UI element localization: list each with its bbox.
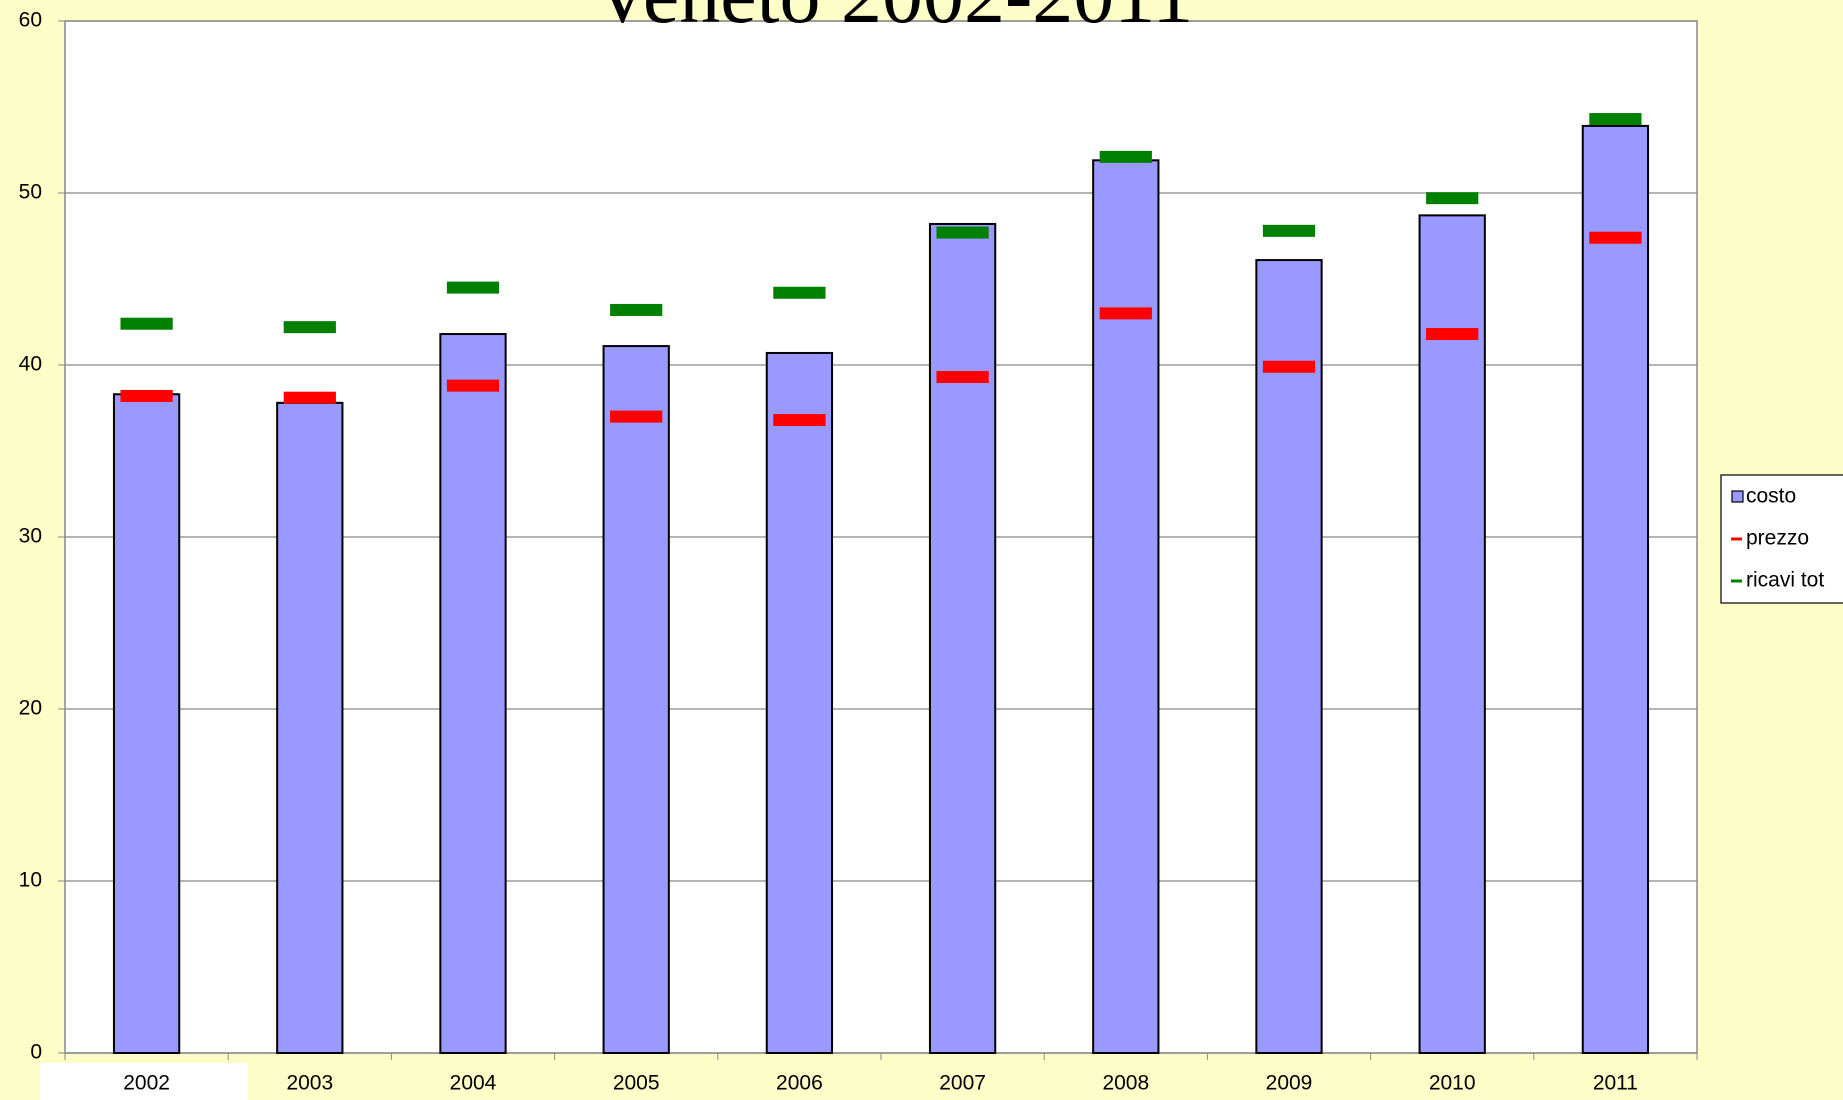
bar xyxy=(112,393,181,1054)
y-tick-label: 40 xyxy=(19,353,42,376)
marks xyxy=(112,113,1650,1055)
dash-marker xyxy=(1589,113,1642,126)
bar xyxy=(1255,259,1323,1054)
dash-marker xyxy=(446,379,500,392)
y-tick-label: 60 xyxy=(19,9,42,32)
legend-swatch xyxy=(1731,579,1742,583)
y-tick-label: 20 xyxy=(19,697,42,720)
bar xyxy=(602,345,670,1054)
dash-marker xyxy=(120,317,173,330)
dash-marker xyxy=(446,281,500,294)
bar xyxy=(1092,159,1160,1054)
legend-swatch xyxy=(1731,490,1744,503)
y-tick-label: 50 xyxy=(19,181,42,204)
dash-marker xyxy=(1426,192,1479,205)
y-tick-label: 0 xyxy=(30,1041,42,1064)
dash-marker xyxy=(283,321,336,334)
dash-marker xyxy=(610,303,663,316)
x-tick-label: 2010 xyxy=(1429,1072,1476,1095)
legend-swatch xyxy=(1731,537,1742,541)
x-tick-label: 2006 xyxy=(776,1072,823,1095)
chart-title: Veneto 2002-2011 xyxy=(593,0,1193,40)
dash-marker xyxy=(1099,307,1152,320)
dash-marker xyxy=(1589,231,1642,244)
x-tick-label: 2002 xyxy=(123,1072,170,1095)
logo xyxy=(40,1063,248,1100)
legend-label: prezzo xyxy=(1746,527,1809,550)
y-tick-label: 30 xyxy=(19,525,42,548)
dash-marker xyxy=(936,226,989,239)
dash-marker xyxy=(1262,360,1316,373)
dash-marker xyxy=(120,389,173,402)
y-tick-label: 10 xyxy=(19,869,42,892)
dash-marker xyxy=(283,391,336,404)
x-tick-label: 2004 xyxy=(450,1072,497,1095)
dash-marker xyxy=(1426,328,1479,341)
x-tick-label: 2011 xyxy=(1593,1072,1638,1095)
bar xyxy=(276,401,344,1054)
legend-label: costo xyxy=(1746,485,1796,508)
dash-marker xyxy=(773,414,826,427)
x-tick-label: 2007 xyxy=(939,1072,986,1095)
dash-marker xyxy=(610,410,663,423)
dash-marker xyxy=(1099,150,1152,163)
bar xyxy=(439,333,507,1055)
dash-marker xyxy=(936,371,989,384)
legend-label: ricavi tot xyxy=(1746,569,1824,592)
bar xyxy=(765,351,834,1054)
bar xyxy=(1418,214,1486,1055)
x-tick-label: 2008 xyxy=(1102,1072,1149,1095)
dash-marker xyxy=(773,286,826,299)
dash-marker xyxy=(1262,224,1316,237)
bar xyxy=(1581,124,1650,1055)
x-tick-label: 2005 xyxy=(613,1072,660,1095)
x-tick-label: 2009 xyxy=(1266,1072,1313,1095)
x-tick-label: 2003 xyxy=(286,1072,333,1095)
bar xyxy=(928,222,997,1054)
